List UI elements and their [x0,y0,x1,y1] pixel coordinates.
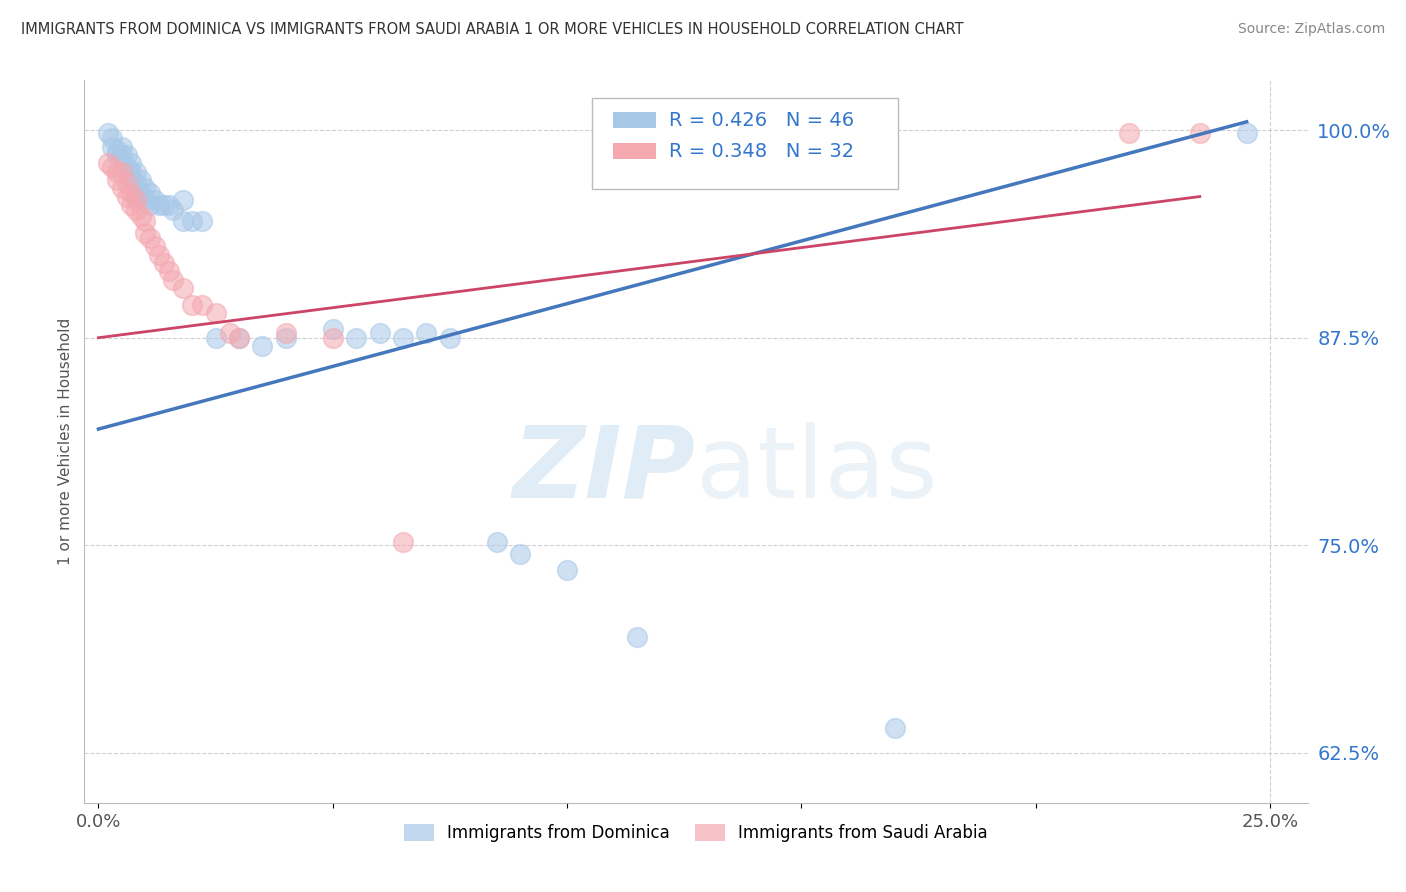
Point [125,202,148,217]
Point [157,198,180,212]
Point [120,198,142,212]
Point [134,181,156,195]
Point [129,186,152,201]
Text: ZIP: ZIP [513,422,696,519]
Point [344,331,367,345]
Point [509,547,531,561]
Point [153,198,176,212]
Point [129,210,152,224]
FancyBboxPatch shape [592,98,898,189]
Point [125,176,148,190]
Point [115,189,138,203]
Point [139,231,162,245]
Point [134,214,156,228]
Point [139,198,162,212]
Point [115,148,138,162]
Point [439,331,461,345]
Point [884,721,907,735]
Point [143,193,166,207]
Point [111,148,134,162]
Point [392,331,415,345]
Text: IMMIGRANTS FROM DOMINICA VS IMMIGRANTS FROM SAUDI ARABIA 1 OR MORE VEHICLES IN H: IMMIGRANTS FROM DOMINICA VS IMMIGRANTS F… [21,22,963,37]
Point [172,193,194,207]
Text: R = 0.426   N = 46: R = 0.426 N = 46 [669,111,855,129]
Point [148,198,170,212]
Point [105,164,128,178]
Point [228,331,250,345]
Point [115,160,138,174]
Point [101,131,124,145]
Point [125,164,148,178]
Point [190,214,212,228]
Point [181,214,204,228]
Point [125,189,148,203]
Text: R = 0.348   N = 32: R = 0.348 N = 32 [669,142,855,161]
Point [120,186,142,201]
Point [322,322,344,336]
Point [626,630,648,644]
Point [153,256,176,270]
Point [274,331,297,345]
Point [172,281,194,295]
Point [181,297,204,311]
Point [105,143,128,157]
Point [157,264,180,278]
Point [139,186,162,201]
Point [111,139,134,153]
Y-axis label: 1 or more Vehicles in Household: 1 or more Vehicles in Household [58,318,73,566]
Point [162,202,184,217]
Point [1188,127,1211,141]
Point [105,148,128,162]
Point [120,164,142,178]
Point [218,326,240,340]
Point [485,535,508,549]
Point [120,156,142,170]
Point [228,331,250,345]
Point [115,176,138,190]
Point [555,563,578,577]
Text: Source: ZipAtlas.com: Source: ZipAtlas.com [1237,22,1385,37]
Point [204,331,226,345]
Text: atlas: atlas [696,422,938,519]
Point [190,297,212,311]
Point [1118,127,1140,141]
Point [322,331,344,345]
Point [101,160,124,174]
Point [129,173,152,187]
Legend: Immigrants from Dominica, Immigrants from Saudi Arabia: Immigrants from Dominica, Immigrants fro… [398,817,994,848]
Point [111,164,134,178]
Point [134,226,156,240]
Point [252,339,274,353]
Point [392,535,415,549]
Point [415,326,437,340]
Point [97,127,120,141]
Point [162,272,184,286]
Point [101,139,124,153]
Point [274,326,297,340]
Point [120,173,142,187]
Point [172,214,194,228]
Bar [613,112,655,128]
Point [97,156,120,170]
Point [111,181,134,195]
Point [134,193,156,207]
Point [1236,127,1258,141]
Point [105,173,128,187]
Point [125,193,148,207]
Point [143,239,166,253]
Point [368,326,391,340]
Point [204,306,226,320]
Point [148,248,170,262]
Bar [613,143,655,159]
